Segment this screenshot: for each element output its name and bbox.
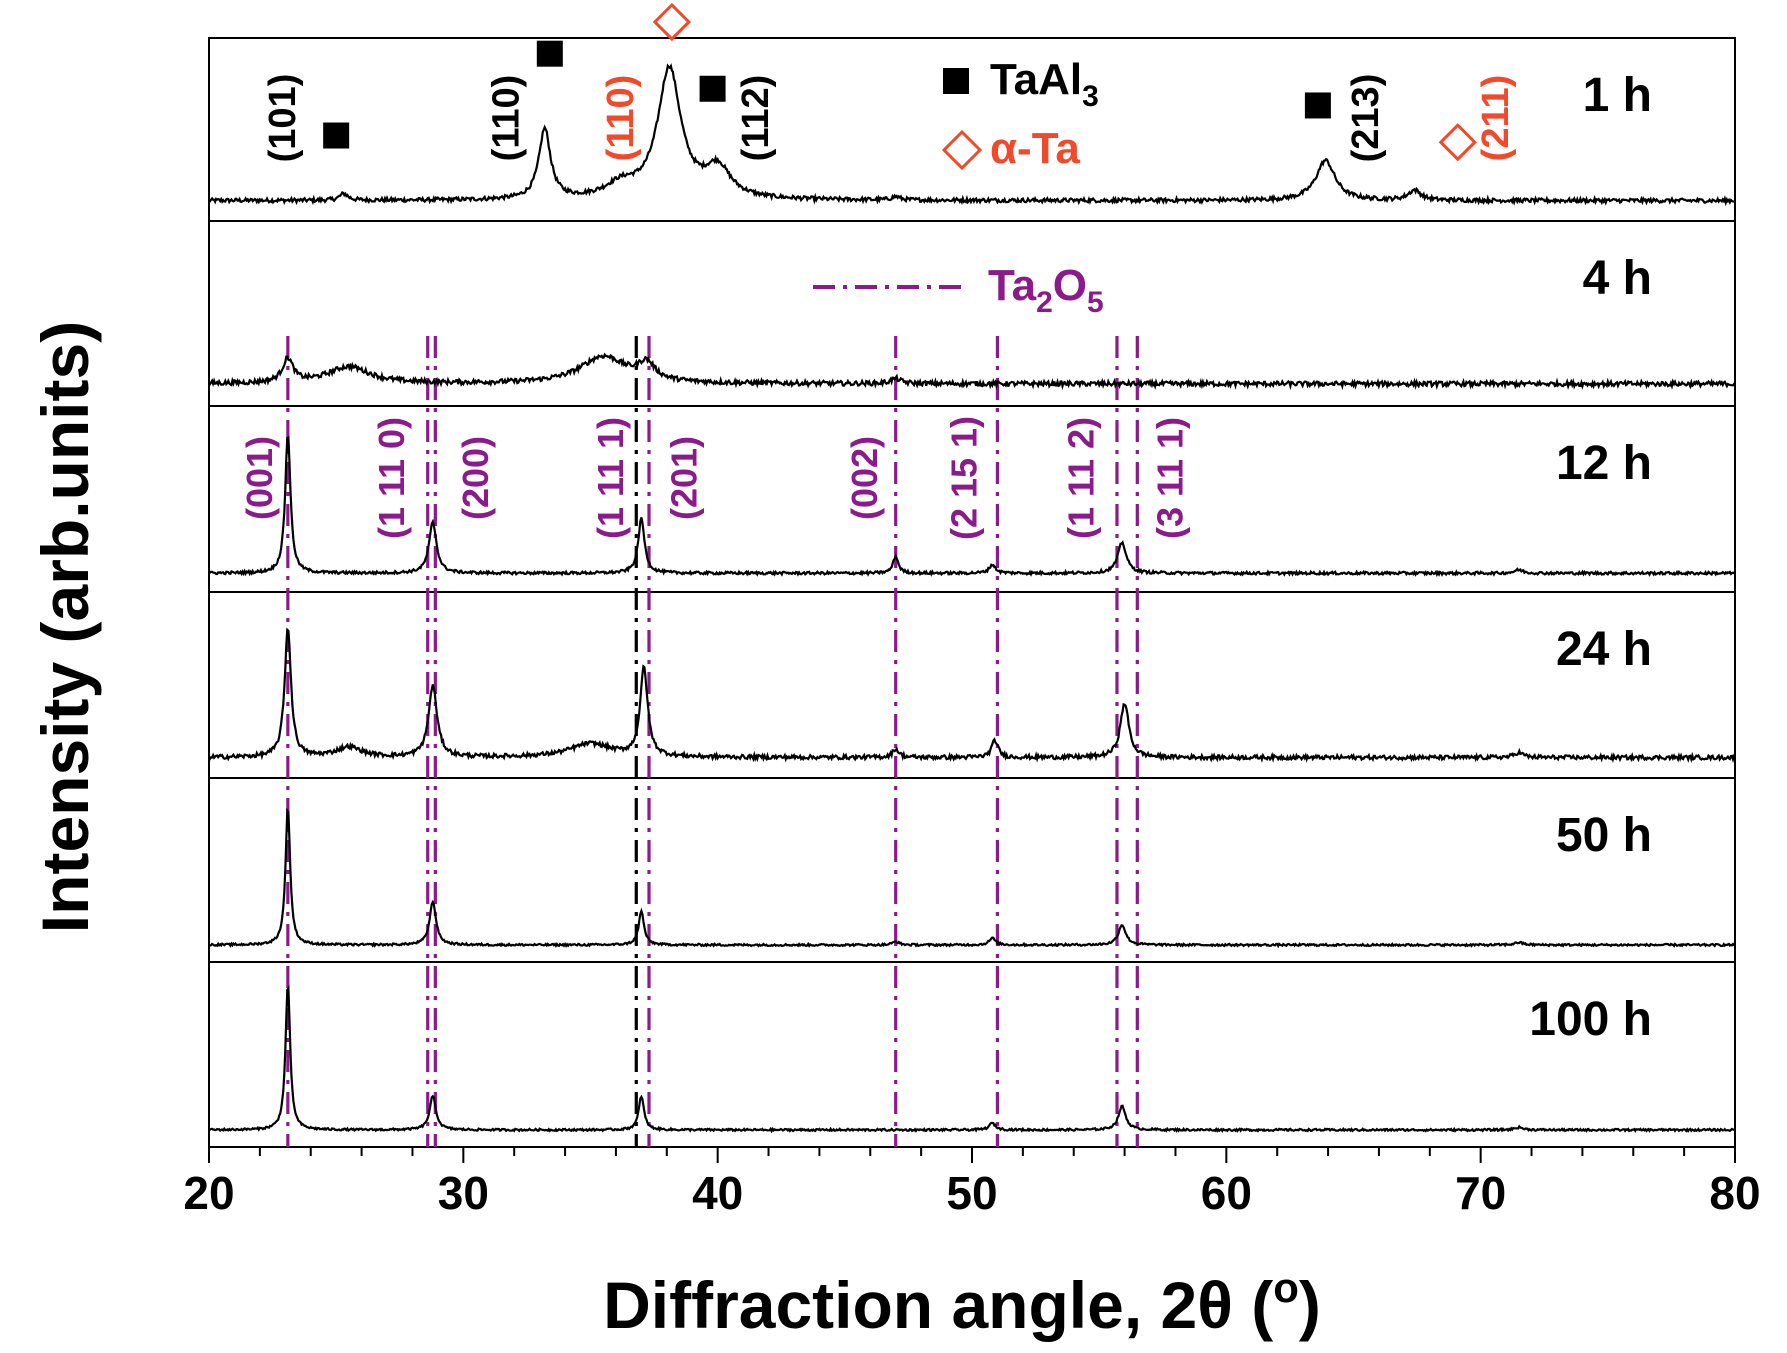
annotation-12h-1: (1 11 0): [371, 417, 412, 539]
marker-taal3-1: [536, 40, 563, 67]
marker-taal3-3: [1304, 92, 1331, 119]
annotation-12h-5: (002): [844, 436, 885, 520]
panels-layer: [208, 37, 1736, 1163]
annotation-1h-2: (110): [600, 75, 642, 162]
x-tick-label-30: 30: [438, 1167, 489, 1219]
x-tick-label-40: 40: [692, 1167, 743, 1219]
annotation-12h-6: (2 15 1): [943, 416, 984, 540]
x-tick-label-80: 80: [1709, 1167, 1760, 1219]
marker-alpha-ta-4: [652, 2, 692, 42]
annotation-1h-1: (110): [486, 75, 528, 162]
annotation-1h-3: (112): [735, 75, 777, 162]
annotation-1h-0: (101): [262, 74, 304, 163]
annotation-12h-4: (201): [664, 436, 705, 520]
legend-alpha-ta-marker: [941, 129, 983, 171]
legend-taal3-marker: [943, 68, 969, 94]
panel-frame-1: [208, 220, 1736, 407]
panel-label-3: 24 h: [1556, 623, 1652, 676]
annotation-12h-2: (200): [455, 436, 496, 520]
trace-12h: [208, 436, 1736, 578]
annotation-12h-8: (3 11 1): [1149, 417, 1190, 539]
reference-lines-layer: [286, 336, 1139, 1147]
annotation-12h-0: (001): [239, 436, 280, 520]
marker-alpha-ta-5: [1438, 123, 1477, 162]
panel-frame-3: [208, 591, 1736, 779]
x-tick-label-20: 20: [183, 1167, 234, 1219]
legend-ta2o5-label: Ta2O5: [988, 261, 1104, 319]
panel-label-1: 4 h: [1583, 252, 1652, 305]
annotation-1h-5: (211): [1475, 75, 1517, 162]
annotation-12h-7: (1 11 2): [1060, 417, 1101, 539]
x-tick-label-70: 70: [1455, 1167, 1506, 1219]
panel-label-2: 12 h: [1556, 437, 1652, 490]
panel-label-0: 1 h: [1583, 69, 1652, 122]
trace-100h: [208, 984, 1736, 1134]
annotations-layer: 1 h 4 h 12 h 24 h 50 h 100 h 20 30 40 50 60 70 80 (10…: [183, 2, 1761, 1219]
panel-label-5: 100 h: [1529, 993, 1652, 1046]
trace-50h: [208, 807, 1736, 949]
trace-4h: [207, 352, 1736, 391]
y-axis-label: Intensity (arb.units): [28, 321, 102, 933]
panel-frame-4: [208, 777, 1736, 963]
x-axis-label: Diffraction angle, 2θ (o): [603, 1264, 1321, 1342]
x-tick-label-50: 50: [946, 1167, 997, 1219]
marker-taal3-2: [699, 75, 726, 102]
legend-alpha-ta-label: α-Ta: [990, 124, 1080, 173]
trace-24h: [208, 627, 1736, 764]
legend-taal3-label: TaAl3: [990, 55, 1099, 113]
annotation-12h-3: (1 11 1): [590, 417, 631, 539]
x-tick-label-60: 60: [1201, 1167, 1252, 1219]
annotation-1h-4: (213): [1345, 74, 1387, 163]
trace-1h: [208, 63, 1736, 207]
marker-taal3-0: [323, 122, 350, 149]
panel-label-4: 50 h: [1556, 809, 1652, 862]
traces-layer: [207, 63, 1736, 1134]
